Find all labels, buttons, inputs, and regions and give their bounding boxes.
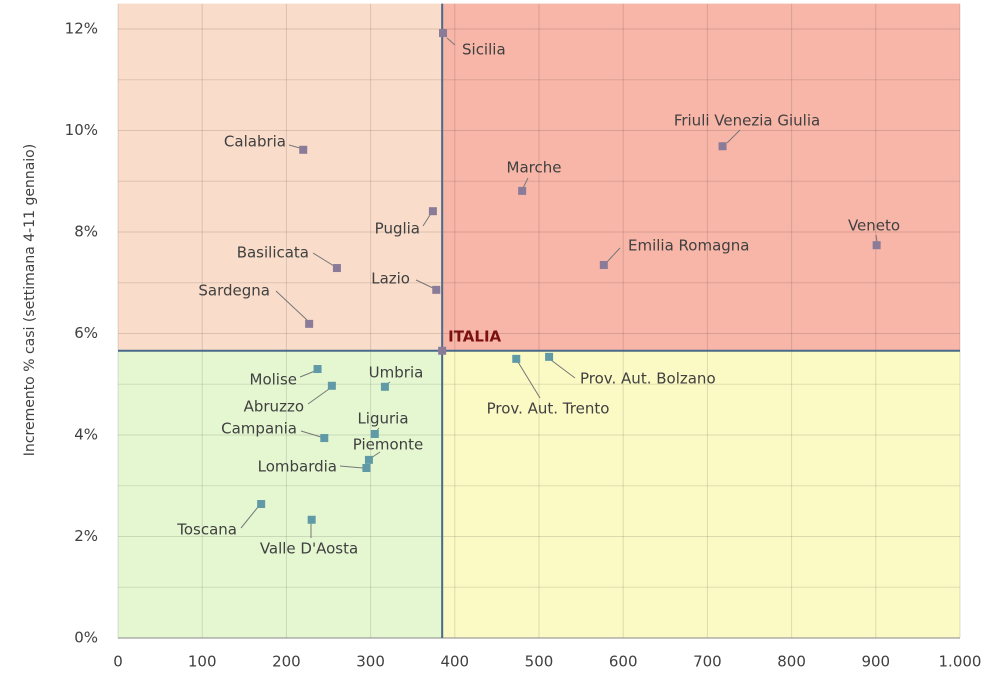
point-label: Prov. Aut. Bolzano [580,370,716,388]
point [305,319,314,328]
leader-line [339,465,364,469]
leader-line [446,37,456,46]
point-label: Campania [221,420,297,438]
point [320,434,329,443]
leader-line [422,214,431,227]
reference-point [438,346,447,355]
leader-line [517,361,541,399]
point [518,186,527,195]
point-label: Sicilia [462,41,506,59]
quadrant [118,3,443,351]
x-tick-label: 0 [113,653,123,671]
leader-line [300,430,322,438]
x-tick-label: 1.000 [939,653,982,671]
x-tick-label: 200 [272,653,301,671]
x-tick-label: 900 [861,653,890,671]
point [439,29,448,38]
leader-line [299,370,316,378]
x-tick-label: 500 [525,653,554,671]
point [313,365,322,374]
point-label: Abruzzo [244,398,304,416]
x-tick-label: 600 [609,653,638,671]
point [512,354,521,363]
y-tick-label: 8% [74,223,98,241]
point-label: Veneto [848,217,900,235]
x-tick-label: 700 [693,653,722,671]
leader-line [875,234,878,243]
point [332,264,341,273]
point [257,500,266,509]
point-label: Lombardia [258,458,337,476]
point-label: Marche [507,159,562,177]
leader-line [312,252,335,267]
leader-line [550,359,576,379]
point-label: Lazio [371,270,410,288]
point [327,381,336,390]
y-tick-label: 4% [74,426,98,444]
point [545,352,554,361]
point-label: Umbria [369,364,424,382]
reference-label: ITALIA [448,327,501,345]
point [299,145,308,154]
point [370,429,379,438]
leader-line [726,129,741,144]
point [428,207,437,216]
x-tick-label: 100 [188,653,217,671]
leader-line [275,290,308,321]
point [872,241,881,250]
leader-line [606,247,621,263]
point [380,382,389,391]
point [362,463,371,472]
point-label: Piemonte [353,436,424,454]
point [432,285,441,294]
y-tick-label: 0% [74,629,98,647]
point [718,142,727,151]
point [364,455,373,464]
x-tick-label: 400 [440,653,469,671]
y-tick-label: 6% [74,324,98,342]
point-label: Liguria [357,410,408,428]
leader-line [288,144,301,149]
y-tick-label: 2% [74,527,98,545]
point [307,515,316,524]
point-label: Molise [250,371,298,389]
leader-line [307,388,330,405]
point-label: Prov. Aut. Trento [487,400,610,418]
point-label: Emilia Romagna [628,237,750,255]
point-label: Basilicata [237,244,309,262]
point-label: Friuli Venezia Giulia [674,112,820,130]
y-tick-label: 12% [65,20,98,38]
point-label: Toscana [176,521,237,539]
quadrant [442,350,960,638]
point-label: Puglia [375,220,420,238]
x-tick-label: 300 [356,653,385,671]
y-tick-label: 10% [65,121,98,139]
quadrant [118,350,443,638]
y-axis-label: Incremento % casi (settimana 4-11 gennai… [22,144,38,456]
point-label: Valle D'Aosta [260,540,358,558]
leader-line [240,506,259,529]
x-tick-label: 800 [777,653,806,671]
leader-line [415,279,434,289]
point-label: Sardegna [198,282,270,300]
quadrant [442,3,960,351]
leader-line [522,177,529,189]
point-label: Calabria [224,133,286,151]
point [599,260,608,269]
